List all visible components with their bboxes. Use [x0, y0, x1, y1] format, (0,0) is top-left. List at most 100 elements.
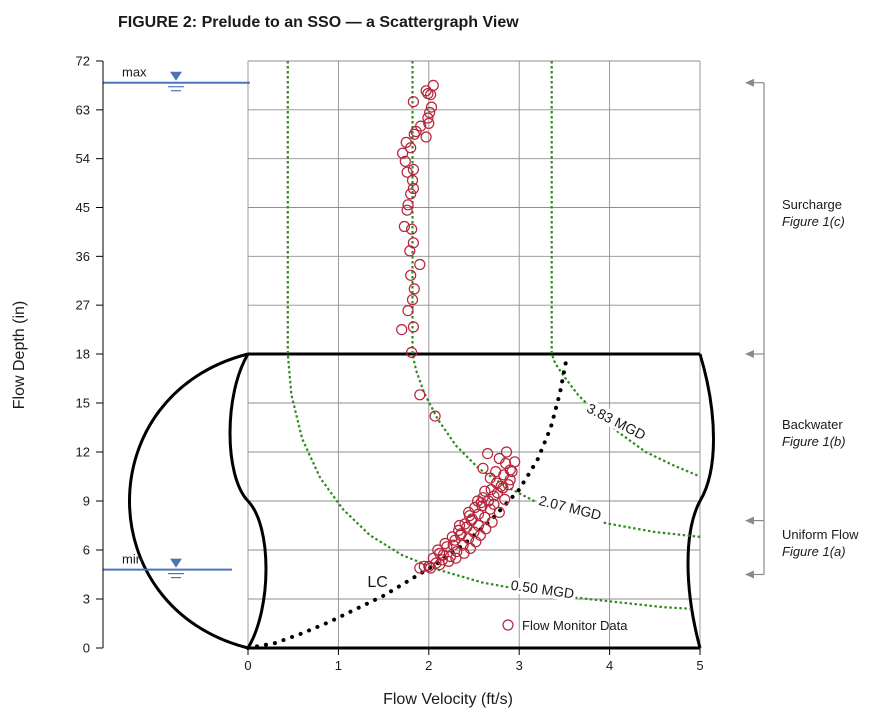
water-levels: max min [103, 65, 250, 579]
x-tick-label: 4 [606, 658, 613, 673]
mgd-label: 3.83 MGD [584, 400, 648, 443]
data-point [453, 519, 466, 532]
y-tick-label: 36 [76, 249, 90, 264]
x-tick-label: 2 [425, 658, 432, 673]
data-point [463, 506, 475, 519]
data-point [406, 174, 419, 186]
data-point [407, 96, 419, 108]
data-point [414, 258, 426, 271]
y-tick-label: 45 [76, 200, 90, 215]
chart-title: FIGURE 2: Prelude to an SSO — a Scatterg… [118, 14, 519, 31]
regime-title: Surcharge [782, 197, 842, 212]
data-point [408, 283, 420, 295]
data-point [500, 446, 513, 458]
arrow-left-icon [745, 78, 754, 87]
legend-marker [502, 619, 514, 631]
mgd-label-bg [507, 576, 578, 602]
data-point [399, 155, 411, 167]
data-point [406, 346, 418, 358]
regime-figure-ref: Figure 1(b) [782, 434, 846, 449]
data-point [406, 294, 419, 306]
x-tick-label: 3 [516, 658, 523, 673]
data-point [495, 480, 507, 492]
data-point [405, 142, 417, 154]
arrow-left-icon [745, 516, 754, 525]
data-point [405, 269, 417, 281]
legend-label: Flow Monitor Data [522, 618, 628, 633]
data-point [424, 106, 436, 119]
data-point [407, 163, 419, 176]
data-point [482, 448, 494, 460]
x-axis-label: Flow Velocity (ft/s) [383, 691, 513, 708]
data-point [486, 516, 498, 528]
data-point [404, 245, 416, 257]
y-tick-label: 72 [76, 54, 90, 69]
regime-labels: Surcharge Figure 1(c) Backwater Figure 1(b)… [745, 78, 859, 579]
data-point [479, 485, 491, 497]
data-point [453, 524, 465, 537]
data-point [465, 514, 477, 527]
mgd-label: 2.07 MGD [537, 492, 603, 523]
legend: Flow Monitor Data [502, 618, 628, 633]
y-tick-label: 63 [76, 102, 90, 117]
data-point [480, 523, 492, 535]
regime-figure-ref: Figure 1(a) [782, 544, 846, 559]
regime-figure-ref: Figure 1(c) [782, 214, 845, 229]
data-point [502, 479, 514, 491]
max-level-label: max [122, 65, 147, 80]
data-point [407, 321, 419, 333]
data-point [493, 452, 505, 465]
x-tick-label: 1 [335, 658, 342, 673]
data-point [425, 101, 438, 113]
data-point [459, 518, 471, 530]
y-tick-label: 15 [76, 396, 90, 411]
data-point [405, 188, 417, 200]
curve-3-83-mgd [550, 61, 701, 478]
y-tick-label: 12 [76, 445, 90, 460]
min-level-triangle-icon [170, 558, 182, 568]
curve-lc [246, 358, 569, 650]
data-point [402, 199, 414, 211]
pipe-right-rim [686, 353, 715, 649]
data-point [429, 410, 441, 422]
data-point [397, 147, 409, 159]
data-point [447, 539, 459, 551]
data-point [407, 182, 419, 195]
x-tick-label: 5 [696, 658, 703, 673]
data-point [396, 324, 408, 336]
data-point [493, 506, 505, 519]
curve-2-07-mgd [411, 61, 701, 538]
data-point [401, 204, 413, 216]
curve-0-50-mgd [286, 61, 692, 610]
data-point [422, 112, 434, 124]
mgd-label-bg [535, 491, 605, 524]
data-point [485, 484, 497, 496]
data-point [446, 531, 458, 543]
data-point [425, 88, 437, 101]
data-point [402, 305, 414, 317]
data-point [406, 223, 418, 235]
y-tick-label: 9 [83, 494, 90, 509]
data-point [509, 456, 521, 468]
data-point [490, 466, 502, 478]
data-point [439, 537, 451, 550]
data-point [401, 166, 413, 178]
regime-title: Uniform Flow [782, 527, 859, 542]
data-point [414, 562, 426, 574]
data-point [398, 220, 410, 233]
data-point [414, 389, 426, 401]
pipe-drawing [128, 352, 715, 650]
y-axis-label: Flow Depth (in) [11, 301, 28, 409]
regime-title: Backwater [782, 417, 843, 432]
data-point [477, 492, 489, 504]
pipe-left-end [128, 352, 249, 650]
data-point [450, 552, 462, 564]
max-level-triangle-icon [170, 71, 182, 81]
data-point [499, 493, 511, 505]
lc-label: LC [367, 574, 387, 591]
data-point [408, 128, 420, 140]
